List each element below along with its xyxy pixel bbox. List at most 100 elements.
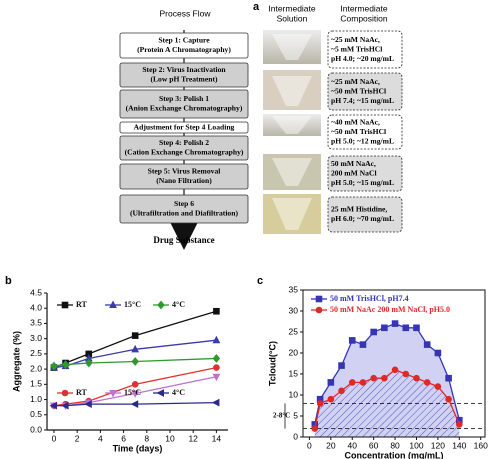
y-tick-label: 2.0 [30, 363, 42, 373]
legend-label: 50 mM TrisHCl, pH7.4 [330, 294, 409, 303]
step-text: Step 6 [174, 199, 194, 208]
x-tick-label: 80 [390, 440, 400, 450]
composition-text: 50 mM NaAc, [331, 159, 376, 168]
y-tick-label: 35 [289, 284, 299, 294]
photo [263, 70, 321, 110]
x-tick-label: 160 [474, 440, 488, 450]
photo [263, 30, 321, 64]
legend-marker [157, 300, 165, 310]
legend-marker [315, 295, 323, 303]
y-tick-label: 2.5 [30, 348, 42, 358]
step-text: Step 3: Polish 1 [159, 94, 209, 103]
marker [402, 370, 410, 378]
series [49, 398, 220, 410]
y-tick-label: 3.0 [30, 333, 42, 343]
x-tick-label: 60 [369, 440, 379, 450]
y-axis-label: Tcloud(°C) [267, 341, 277, 386]
marker [348, 337, 356, 344]
marker [381, 324, 388, 332]
column-header: Intermediate [340, 3, 388, 13]
x-axis-label: Time (days) [113, 443, 163, 453]
step-box [119, 62, 249, 88]
marker [316, 400, 324, 407]
marker [445, 395, 452, 403]
x-tick-label: 120 [431, 440, 445, 450]
marker [131, 332, 139, 339]
y-tick-label: 0 [293, 431, 298, 441]
legend-marker [61, 389, 69, 397]
step-text: (Nano Filtration) [156, 176, 212, 185]
legend-marker [109, 389, 117, 398]
marker [359, 379, 367, 386]
y-tick-label: 20 [289, 347, 299, 357]
marker [370, 374, 377, 382]
composition-text: pH 5.0; ~12 mg/mL [331, 136, 394, 145]
series [311, 320, 463, 428]
composition-box [327, 196, 403, 233]
y-tick-label: 1.0 [30, 394, 42, 404]
step-text: Step 4: Polish 2 [159, 138, 209, 147]
step-box [119, 32, 249, 59]
photo [263, 194, 321, 234]
composition-text: ~40 mM NaAc, [331, 117, 380, 126]
legend-marker [315, 306, 323, 314]
annotation: 2-8°C [273, 412, 290, 420]
x-tick-label: 100 [409, 440, 423, 450]
step-text: (Low pH Treatment) [150, 75, 218, 84]
x-tick-label: 4 [98, 433, 103, 443]
legend-marker [109, 300, 117, 309]
marker [311, 425, 319, 432]
step-text: Step 2: Virus Inactivation [142, 65, 226, 74]
panel-label: c [257, 275, 263, 287]
column-header: Solution [277, 13, 308, 23]
step-box [119, 163, 249, 190]
marker [381, 374, 388, 382]
y-tick-label: 0.0 [30, 424, 42, 434]
step-box [119, 89, 249, 119]
series [50, 354, 221, 371]
y-tick-label: 15 [289, 368, 299, 378]
step-box [119, 135, 249, 161]
marker [131, 344, 140, 353]
y-tick-label: 25 [289, 326, 299, 336]
legend-label: RT [76, 388, 87, 397]
photo [263, 154, 321, 190]
marker [212, 335, 221, 344]
x-tick-label: 40 [348, 440, 358, 450]
marker [61, 360, 70, 369]
legend-label: 4°C [172, 300, 185, 309]
marker [445, 374, 452, 382]
photo [263, 114, 321, 136]
vial-shape [272, 34, 312, 230]
composition-box [327, 72, 403, 111]
composition-text: ~25 mM NaAc, [331, 35, 380, 44]
legend-label: 15°C [124, 388, 141, 397]
marker [61, 401, 69, 410]
panel-label: b [5, 275, 12, 287]
x-tick-label: 20 [326, 440, 336, 450]
legend-label: 50 mM NaAc 200 mM NaCl, pH5.0 [330, 305, 450, 314]
legend-label: 15°C [124, 300, 141, 309]
marker [50, 361, 58, 371]
x-tick-label: 0 [307, 440, 312, 450]
composition-text: pH 6.0; ~70 mg/mL [331, 214, 394, 223]
marker [434, 383, 442, 390]
y-axis-label: Aggregate (%) [11, 331, 21, 392]
y-tick-label: 30 [289, 305, 299, 315]
marker [130, 400, 139, 409]
marker [49, 401, 57, 410]
output-label: Drug Substance [153, 235, 214, 245]
marker [131, 390, 140, 398]
marker [391, 320, 399, 327]
y-tick-label: 5 [293, 410, 298, 420]
composition-text: 25 mM Histidine, [331, 205, 387, 214]
plot-frame [302, 289, 486, 438]
marker [359, 341, 367, 348]
step-text: (Cation Exchange Chromatography) [125, 148, 244, 157]
x-tick-label: 6 [121, 433, 126, 443]
x-tick-label: 12 [188, 433, 198, 443]
column-header: Intermediate [268, 3, 316, 13]
composition-box [327, 30, 403, 69]
y-tick-label: 4.5 [30, 287, 42, 297]
marker [413, 374, 420, 382]
